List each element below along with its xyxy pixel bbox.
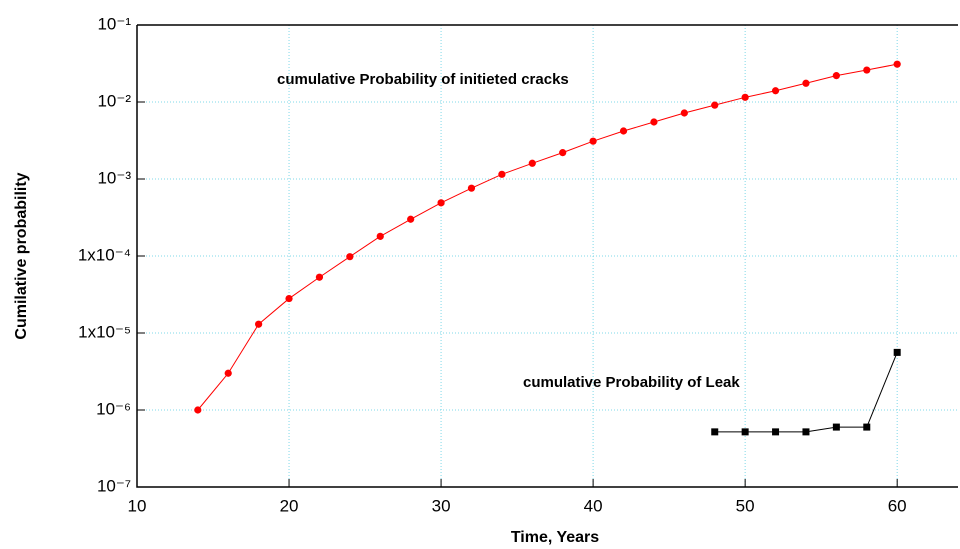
marker xyxy=(376,232,384,240)
marker xyxy=(315,273,324,281)
marker xyxy=(802,428,810,436)
marker xyxy=(802,79,810,87)
marker xyxy=(893,348,901,356)
y-tick-label: 1x10⁻⁴ xyxy=(78,245,131,264)
marker xyxy=(559,149,567,157)
marker xyxy=(528,159,536,167)
x-tick-label: 20 xyxy=(280,496,299,515)
y-tick-label: 10⁻² xyxy=(97,91,131,110)
marker xyxy=(863,423,871,431)
series-line xyxy=(197,63,898,411)
y-tick-label: 10⁻⁶ xyxy=(96,399,131,418)
annotation: cumulative Probability of Leak xyxy=(523,374,740,391)
annotation: cumulative Probability of initieted crac… xyxy=(277,71,569,88)
x-tick-label: 10 xyxy=(128,496,147,515)
marker xyxy=(194,406,202,414)
marker xyxy=(741,428,749,436)
y-tick-label: 10⁻⁷ xyxy=(97,476,131,495)
marker xyxy=(589,137,597,145)
marker xyxy=(832,423,840,431)
x-tick-label: 40 xyxy=(584,496,603,515)
y-tick-label: 1x10⁻⁵ xyxy=(78,322,131,341)
marker xyxy=(741,93,749,101)
marker xyxy=(498,170,506,178)
marker xyxy=(224,369,232,377)
marker xyxy=(711,101,719,109)
series-line xyxy=(714,352,898,433)
x-axis-label: Time, Years xyxy=(511,529,599,546)
marker xyxy=(255,320,263,328)
marker xyxy=(437,199,445,207)
marker xyxy=(467,184,476,192)
marker xyxy=(711,428,719,436)
marker xyxy=(771,87,780,95)
marker xyxy=(893,60,901,68)
x-tick-label: 60 xyxy=(888,496,907,515)
y-tick-label: 10⁻³ xyxy=(97,168,131,187)
marker xyxy=(650,118,658,126)
marker xyxy=(863,66,871,74)
marker xyxy=(407,215,415,223)
y-axis-label: Cumilative probability xyxy=(13,172,30,339)
marker xyxy=(832,72,840,80)
y-tick-label: 10⁻¹ xyxy=(97,14,131,33)
marker xyxy=(619,127,628,135)
marker xyxy=(285,294,293,303)
marker xyxy=(680,109,688,117)
x-tick-label: 50 xyxy=(736,496,755,515)
marker xyxy=(772,428,780,436)
marker xyxy=(346,253,354,261)
axes-frame xyxy=(136,24,958,488)
x-tick-label: 30 xyxy=(432,496,451,515)
